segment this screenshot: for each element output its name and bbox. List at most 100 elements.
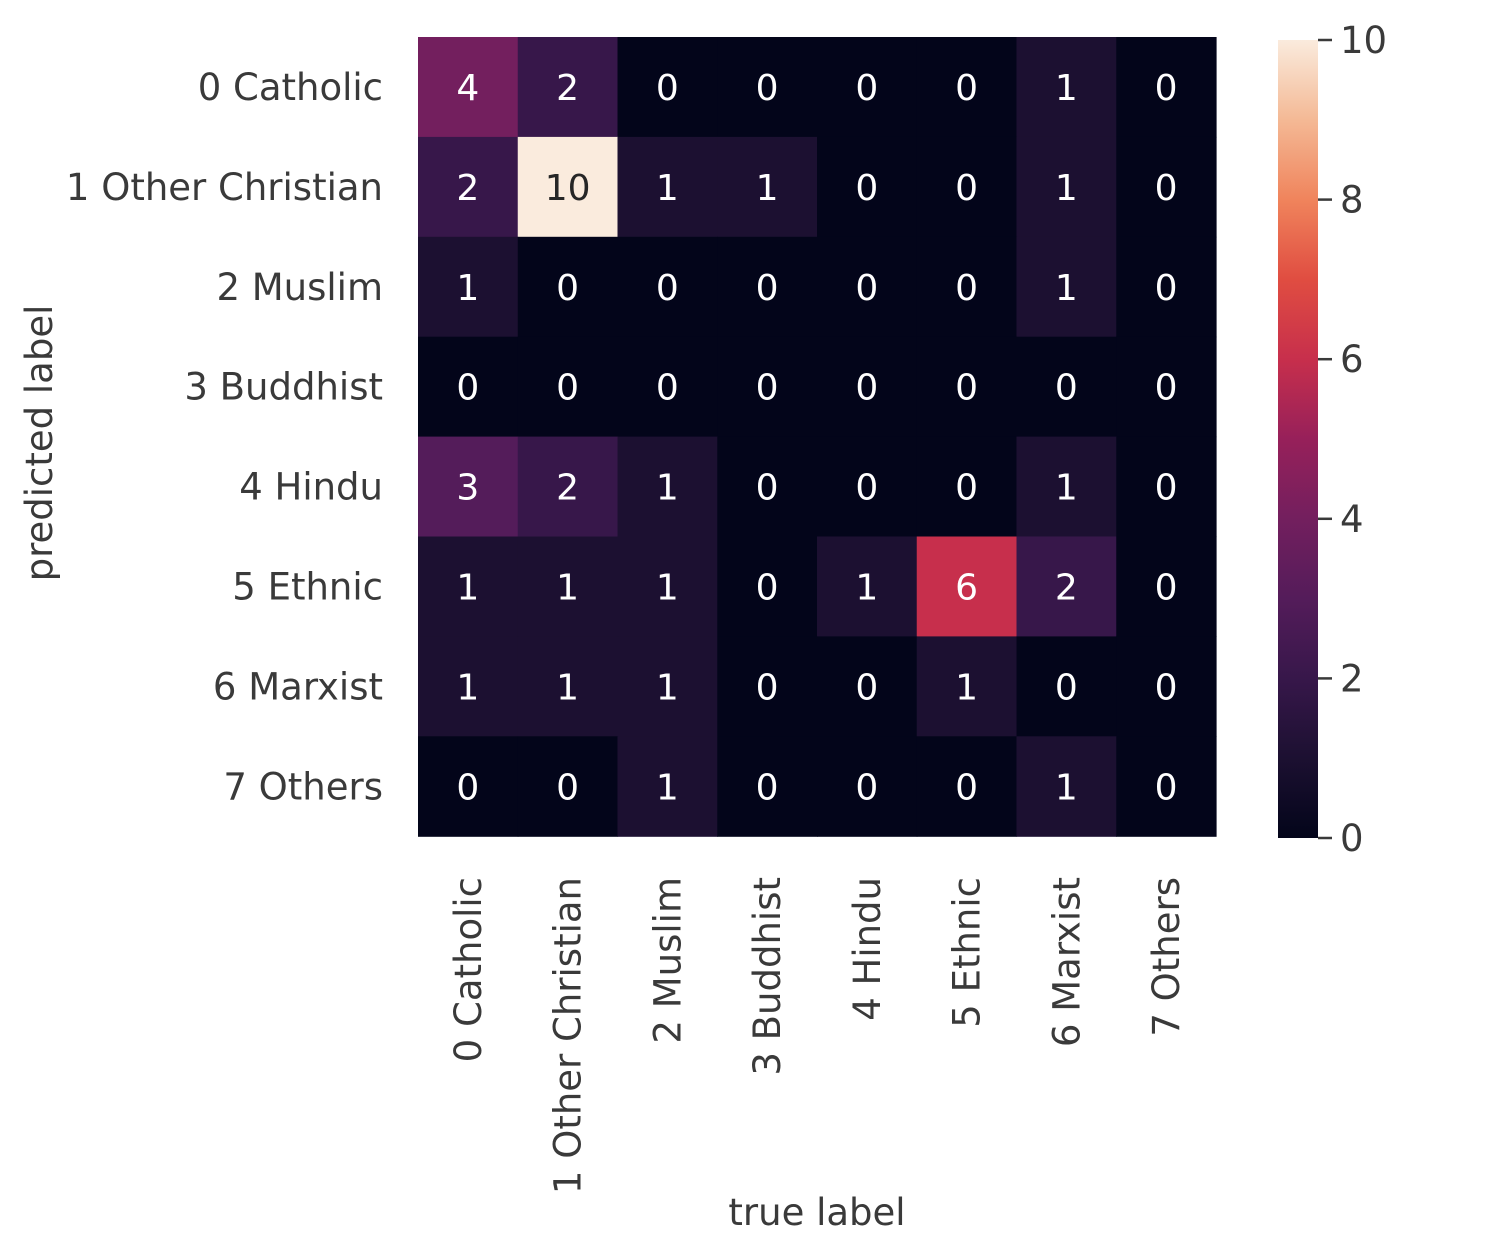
cell-annotation: 10 (545, 168, 591, 209)
heatmap-cell (916, 236, 1018, 338)
cell-annotation: 1 (456, 567, 479, 608)
cell-annotation: 0 (756, 268, 779, 309)
x-tick-label: 6 Marxist (1045, 877, 1088, 1047)
heatmap-cell (717, 236, 818, 338)
colorbar (1278, 40, 1318, 838)
heatmap-cell (1116, 136, 1217, 238)
y-tick-label: 2 Muslim (216, 266, 383, 309)
heatmap-cell (617, 37, 718, 138)
heatmap-cell (717, 336, 818, 438)
cell-annotation: 1 (656, 667, 679, 708)
cell-annotation: 0 (855, 268, 878, 309)
heatmap-cell (916, 37, 1018, 138)
x-axis-tick-labels: 0 Catholic 1 Other Christian 2 Muslim 3 Bud… (447, 877, 1188, 1194)
cell-annotation: 0 (955, 268, 978, 309)
heatmap-cell (1116, 236, 1217, 338)
heatmap-cell (1016, 236, 1117, 338)
cell-annotation: 0 (556, 268, 579, 309)
cell-annotation: 0 (855, 667, 878, 708)
cell-annotation: 1 (955, 667, 978, 708)
cell-annotation: 1 (1055, 168, 1078, 209)
heatmap-cell (1116, 37, 1217, 138)
y-axis-title: predicted label (18, 305, 61, 582)
cell-annotation: 0 (1055, 667, 1078, 708)
cell-annotation: 0 (1155, 567, 1178, 608)
cell-annotation: 2 (1055, 567, 1078, 608)
cell-annotation: 0 (855, 168, 878, 209)
heatmap-cell (817, 536, 918, 637)
cell-annotation: 3 (456, 468, 479, 509)
heatmap-cell (517, 636, 619, 737)
cell-annotation: 1 (656, 468, 679, 509)
cell-annotation: 1 (656, 567, 679, 608)
cell-annotation: 1 (756, 168, 779, 209)
cell-annotation: 1 (1055, 268, 1078, 309)
cell-annotation: 1 (1055, 68, 1078, 109)
heatmap-cell (817, 136, 918, 238)
y-axis-tick-labels: 0 Catholic 1 Other Christian 2 Muslim 3 Bud… (66, 66, 383, 808)
cell-annotation: 0 (556, 368, 579, 409)
heatmap-cell (916, 736, 1018, 837)
cell-annotation: 0 (855, 68, 878, 109)
y-tick-label: 3 Buddhist (184, 366, 383, 409)
cell-annotation: 1 (456, 268, 479, 309)
cell-annotation: 1 (1055, 767, 1078, 808)
y-tick-label: 7 Others (223, 765, 383, 808)
heatmap-cell (617, 136, 718, 238)
cell-annotation: 0 (756, 368, 779, 409)
heatmap-cell (418, 736, 519, 837)
colorbar-tick-label: 10 (1340, 19, 1387, 62)
heatmap-cell (617, 536, 718, 637)
colorbar-tick-label: 8 (1340, 179, 1364, 222)
x-tick-label: 1 Other Christian (547, 877, 590, 1194)
heatmap-cell (817, 37, 918, 138)
heatmap-cell (1016, 37, 1117, 138)
colorbar-tick-label: 2 (1340, 657, 1364, 700)
cell-annotation: 0 (756, 667, 779, 708)
heatmap-cell (617, 236, 718, 338)
cell-annotation: 1 (456, 667, 479, 708)
heatmap-cell (517, 536, 619, 637)
cell-annotation: 0 (756, 767, 779, 808)
heatmap-cell (1016, 536, 1117, 637)
heatmap-cell (1016, 636, 1117, 737)
cell-annotation: 1 (556, 667, 579, 708)
cell-annotation: 0 (656, 268, 679, 309)
colorbar-tick-label: 6 (1340, 338, 1364, 381)
heatmap-cell (418, 536, 519, 637)
x-tick-label: 3 Buddhist (746, 877, 789, 1076)
heatmap-cell (418, 636, 519, 737)
heatmap-cell (916, 536, 1018, 637)
heatmap-cell (418, 336, 519, 438)
heatmap-cell (916, 436, 1018, 538)
y-tick-label: 4 Hindu (239, 466, 383, 509)
heatmap-cell (1116, 636, 1217, 737)
colorbar-tick-label: 4 (1340, 498, 1364, 541)
cell-annotation: 1 (556, 567, 579, 608)
cell-annotation: 0 (1155, 767, 1178, 808)
cell-annotation: 0 (955, 767, 978, 808)
x-tick-label: 4 Hindu (846, 877, 889, 1021)
heatmap-cell (717, 436, 818, 538)
cell-annotation: 2 (556, 68, 579, 109)
cell-annotation: 2 (456, 168, 479, 209)
x-tick-label: 7 Others (1145, 877, 1188, 1037)
heatmap-cell (517, 37, 619, 138)
heatmap-cell (717, 736, 818, 837)
x-tick-label: 2 Muslim (646, 877, 689, 1044)
cell-annotation: 0 (556, 767, 579, 808)
cell-annotation: 0 (656, 368, 679, 409)
cell-annotation: 0 (955, 68, 978, 109)
heatmap-cell (717, 636, 818, 737)
cell-annotation: 0 (456, 767, 479, 808)
heatmap-cell (817, 636, 918, 737)
cell-annotation: 1 (656, 767, 679, 808)
heatmap-cell (1116, 436, 1217, 538)
heatmap-cell (817, 236, 918, 338)
cell-annotation: 0 (955, 168, 978, 209)
colorbar-tick-label: 0 (1340, 817, 1364, 860)
heatmap-cell (418, 37, 519, 138)
heatmap-cell (1016, 436, 1117, 538)
heatmap-cell (817, 336, 918, 438)
